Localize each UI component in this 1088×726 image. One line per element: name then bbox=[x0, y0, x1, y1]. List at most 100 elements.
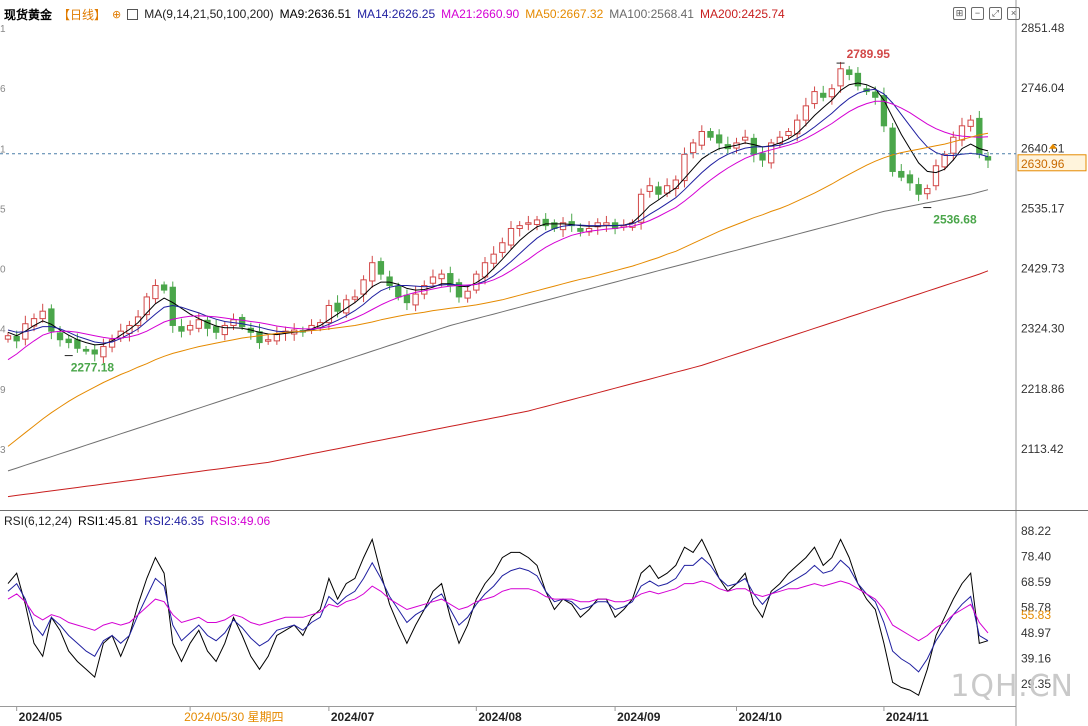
candle-body bbox=[742, 136, 749, 141]
candle-body bbox=[4, 335, 12, 340]
candle-body bbox=[195, 319, 202, 329]
candle-body bbox=[924, 188, 931, 195]
rsi-tick-label: 29.35 bbox=[1021, 677, 1051, 691]
candle-body bbox=[776, 136, 784, 144]
rsi-params-label: RSI(6,12,24) bbox=[4, 514, 73, 528]
candle-body bbox=[646, 185, 653, 192]
candle-body bbox=[915, 184, 922, 195]
left-tick-label: 6 bbox=[0, 84, 6, 95]
time-label: 2024/07 bbox=[331, 710, 375, 724]
current-price-box bbox=[1017, 154, 1087, 172]
candle-body bbox=[846, 69, 853, 75]
watermark: 1QH.CN bbox=[950, 669, 1074, 704]
left-tick-label: 5 bbox=[0, 204, 6, 215]
rsi-tick-label: 58.78 bbox=[1021, 601, 1051, 615]
close-icon[interactable]: × bbox=[1007, 7, 1020, 20]
rsi2-line bbox=[7, 556, 989, 673]
ma21-value: MA21:2660.90 bbox=[441, 7, 520, 21]
candle-body bbox=[412, 293, 419, 306]
candle-body bbox=[811, 91, 818, 105]
left-tick-label: 4 bbox=[0, 325, 6, 336]
extreme-price-label: 2789.95 bbox=[847, 47, 891, 61]
current-price-label: 2630.96 bbox=[1021, 157, 1065, 171]
candle-body bbox=[256, 331, 263, 344]
candle-body bbox=[212, 326, 220, 333]
candle-body bbox=[525, 222, 532, 225]
candle-body bbox=[794, 119, 801, 135]
candle-body bbox=[768, 142, 775, 164]
candle-body bbox=[941, 153, 948, 168]
rsi3-value: RSI3:49.06 bbox=[210, 514, 271, 528]
time-label: 2024/05/30 星期四 bbox=[184, 710, 283, 724]
candle-body bbox=[377, 261, 385, 275]
candle-body bbox=[785, 131, 792, 137]
expand-icon[interactable]: ⤢ bbox=[989, 7, 1002, 20]
grid-icon[interactable]: ⊞ bbox=[953, 7, 966, 20]
candle-body bbox=[715, 134, 723, 144]
checkbox-icon[interactable] bbox=[127, 8, 139, 20]
extreme-price-label: 2536.68 bbox=[933, 213, 977, 227]
candle-body bbox=[178, 326, 185, 332]
candle-body bbox=[568, 221, 575, 227]
ma14-value: MA14:2626.25 bbox=[357, 7, 436, 21]
candle-body bbox=[464, 290, 471, 299]
candle-body bbox=[533, 219, 541, 225]
candle-body bbox=[603, 222, 610, 226]
price-up-arrow-icon bbox=[1049, 143, 1057, 149]
rsi-header: RSI(6,12,24) RSI1:45.81 RSI2:46.35 RSI3:… bbox=[4, 513, 270, 529]
price-tick-label: 2746.04 bbox=[1021, 81, 1065, 95]
candle-body bbox=[100, 346, 107, 358]
candle-body bbox=[74, 339, 81, 349]
rsi-tick-label: 78.40 bbox=[1021, 550, 1051, 564]
candlesticks bbox=[4, 61, 992, 364]
candle-body bbox=[889, 127, 896, 172]
left-tick-label: 0 bbox=[0, 265, 6, 276]
price-tick-label: 2429.73 bbox=[1021, 262, 1065, 276]
left-tick-label: 9 bbox=[0, 385, 6, 396]
period-label[interactable]: 【日线】 bbox=[58, 7, 107, 22]
ma50-line bbox=[7, 132, 989, 447]
time-axis: 2024/05 2024/05/30 星期四 2024/07 2024/08 2024/… bbox=[16, 706, 929, 724]
candle-body bbox=[386, 276, 393, 287]
price-markers: 2630.96 2789.95 2536.68 2277.18 bbox=[0, 47, 1087, 375]
candle-body bbox=[221, 324, 228, 336]
window-toolbar: ⊞ − ⤢ × bbox=[953, 7, 1020, 20]
candle-body bbox=[325, 304, 333, 324]
time-label: 2024/09 bbox=[617, 710, 661, 724]
candle-body bbox=[681, 153, 688, 182]
time-label: 2024/08 bbox=[478, 710, 522, 724]
candle-body bbox=[334, 302, 341, 312]
moving-averages bbox=[7, 82, 989, 498]
candle-body bbox=[898, 170, 905, 178]
candle-body bbox=[403, 294, 411, 304]
price-tick-label: 2535.17 bbox=[1021, 201, 1065, 215]
candle-body bbox=[967, 119, 974, 127]
left-tick-label: 1 bbox=[0, 24, 6, 35]
candle-body bbox=[134, 316, 142, 326]
ma200-value: MA200:2425.74 bbox=[699, 7, 785, 21]
ma100-line bbox=[7, 189, 989, 472]
candle-body bbox=[56, 332, 64, 341]
price-tick-label: 2113.42 bbox=[1021, 442, 1064, 456]
price-tick-label: 2640.61 bbox=[1021, 141, 1065, 155]
price-axis-ticks: 2851.48 1 2746.04 6 2640.61 1 2535.17 5 2429.73 0… bbox=[0, 21, 1065, 456]
rsi2-value: RSI2:46.35 bbox=[144, 514, 205, 528]
candle-body bbox=[820, 92, 827, 98]
rsi1-line bbox=[7, 537, 989, 697]
candle-body bbox=[585, 227, 593, 233]
candle-body bbox=[577, 227, 584, 232]
ma200-line bbox=[7, 270, 989, 498]
candle-body bbox=[13, 335, 20, 342]
time-label: 2024/11 bbox=[886, 710, 929, 724]
candle-body bbox=[984, 156, 992, 161]
candle-body bbox=[48, 308, 55, 332]
price-tick-label: 2324.30 bbox=[1021, 322, 1065, 336]
candle-body bbox=[837, 68, 844, 87]
ma-params-label: MA(9,14,21,50,100,200) bbox=[144, 7, 274, 21]
candle-body bbox=[91, 349, 98, 355]
candle-body bbox=[160, 284, 168, 291]
minimize-icon[interactable]: − bbox=[971, 7, 984, 20]
add-indicator-icon[interactable]: ⊕ bbox=[112, 8, 122, 21]
symbol-title: 现货黄金 bbox=[4, 7, 53, 22]
